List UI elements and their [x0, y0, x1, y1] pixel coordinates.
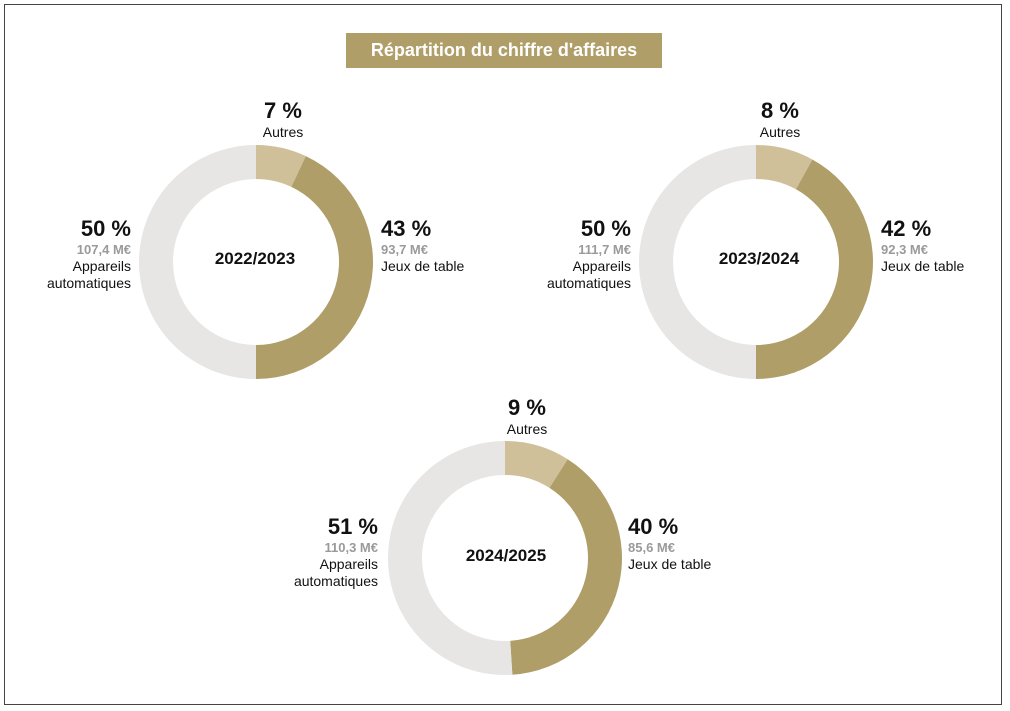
slice-jeux-de-table [510, 459, 622, 675]
slice-appareils-automatiques [388, 441, 513, 675]
chart-frame [4, 4, 1002, 705]
donut-2023-2024 [639, 145, 874, 379]
value-label: 93,7 M€ [381, 242, 428, 258]
donut-2024-2025 [388, 441, 622, 675]
percent-label: 43 % [381, 216, 432, 241]
value-label: 111,7 M€ [578, 242, 631, 258]
donut-2022-2023 [139, 145, 373, 379]
value-label: 92,3 M€ [881, 242, 928, 258]
category-label: Autres [262, 124, 304, 141]
percent-label: 7 % [264, 98, 302, 123]
center-label-2022-2023: 2022/2023 [214, 249, 296, 268]
percent-label: 50 % [580, 216, 631, 241]
value-label: 107,4 M€ [76, 242, 131, 258]
label-appareils-2022-2023: 50 % 107,4 M€ Appareils automatiques [11, 216, 131, 292]
slice-appareils-automatiques [639, 145, 756, 379]
percent-label: 51 % [327, 514, 378, 539]
percent-label: 40 % [628, 514, 679, 539]
category-label: Appareils [319, 555, 378, 572]
label-autres-2022-2023: 7 % Autres [233, 98, 333, 141]
center-label-2024-2025: 2024/2025 [465, 546, 547, 565]
slice-autres [756, 145, 813, 190]
label-jeux-2023-2024: 42 % 92,3 M€ Jeux de table [881, 216, 1001, 275]
category-label: Autres [759, 124, 801, 141]
category-label: automatiques [46, 274, 131, 291]
category-label: Jeux de table [628, 555, 712, 572]
slice-appareils-automatiques [139, 145, 256, 379]
category-label: Jeux de table [881, 257, 965, 274]
label-autres-2024-2025: 9 % Autres [477, 395, 577, 438]
center-label-2023-2024: 2023/2024 [718, 249, 800, 268]
category-label: Appareils [72, 257, 131, 274]
percent-label: 42 % [881, 216, 932, 241]
percent-label: 8 % [761, 98, 799, 123]
category-label: automatiques [293, 572, 378, 589]
label-appareils-2024-2025: 51 % 110,3 M€ Appareils automatiques [258, 514, 378, 590]
label-autres-2023-2024: 8 % Autres [730, 98, 830, 141]
category-label: Jeux de table [381, 257, 465, 274]
category-label: Autres [506, 421, 548, 438]
value-label: 110,3 M€ [324, 540, 379, 556]
slice-jeux-de-table [756, 159, 874, 379]
percent-label: 50 % [80, 216, 131, 241]
slice-jeux-de-table [256, 156, 373, 379]
percent-label: 9 % [508, 395, 546, 420]
category-label: Appareils [572, 257, 631, 274]
label-jeux-2022-2023: 43 % 93,7 M€ Jeux de table [381, 216, 501, 275]
value-label: 85,6 M€ [628, 540, 675, 556]
slice-autres [256, 145, 306, 187]
category-label: automatiques [546, 274, 631, 291]
slice-autres [505, 441, 568, 488]
label-jeux-2024-2025: 40 % 85,6 M€ Jeux de table [628, 514, 748, 573]
label-appareils-2023-2024: 50 % 111,7 M€ Appareils automatiques [511, 216, 631, 292]
chart-title: Répartition du chiffre d'affaires [346, 33, 662, 68]
